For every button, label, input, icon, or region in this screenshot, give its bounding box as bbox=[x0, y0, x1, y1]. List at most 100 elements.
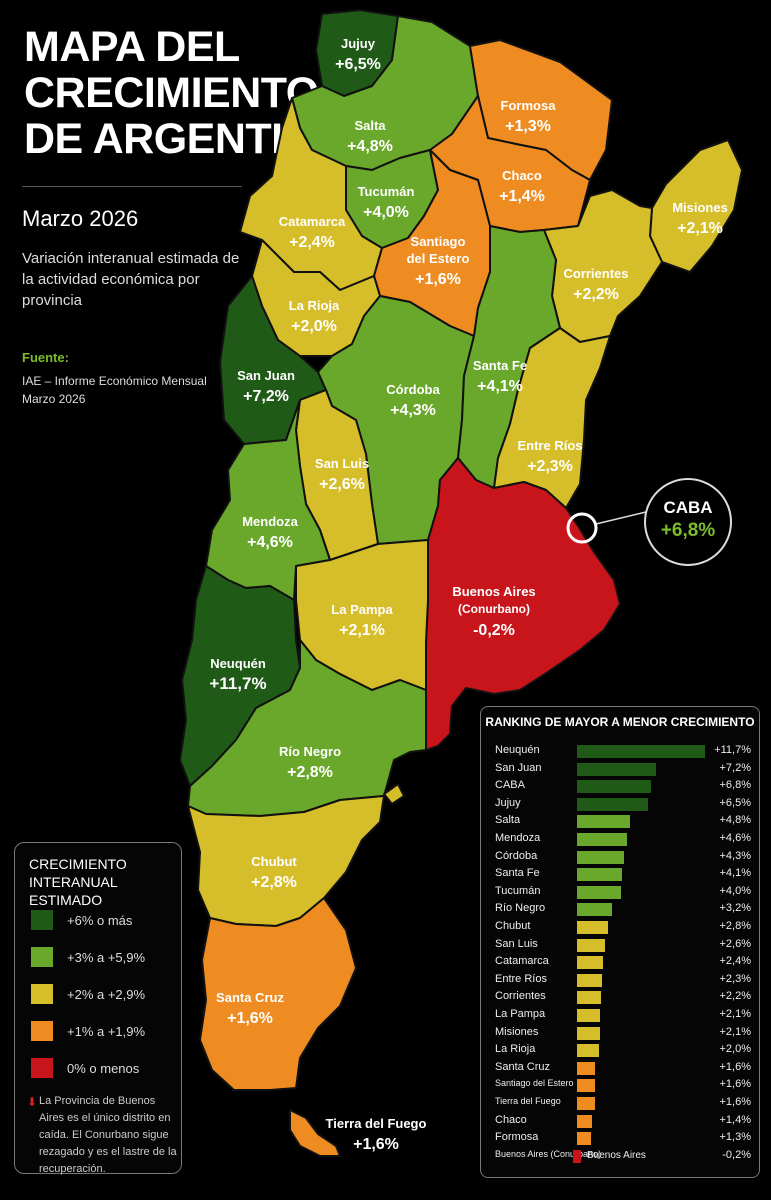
province-value-chaco: +1,4% bbox=[499, 188, 545, 205]
ranking-label: La Rioja bbox=[495, 1043, 536, 1056]
ranking-label: Entre Ríos bbox=[495, 972, 547, 985]
ranking-bar bbox=[577, 850, 625, 864]
ranking-value: +7,2% bbox=[719, 761, 752, 774]
title-line-1: MAPA DEL bbox=[24, 23, 240, 71]
ranking-bar bbox=[577, 1026, 600, 1040]
ranking-bar bbox=[577, 991, 602, 1005]
region-peninsula bbox=[383, 783, 405, 805]
ranking-bar bbox=[577, 745, 705, 758]
ranking-value: +1,6% bbox=[719, 1096, 752, 1108]
ranking-marker-label: Buenos Aires bbox=[587, 1149, 646, 1161]
ranking-value: +6,8% bbox=[719, 779, 752, 792]
ranking-value: -0,2% bbox=[722, 1148, 751, 1161]
ranking-label: Santa Fe bbox=[495, 867, 540, 880]
ranking-value: +4,6% bbox=[719, 832, 752, 844]
province-value-santa-fe: +4,1% bbox=[477, 378, 523, 395]
ranking-bar bbox=[577, 833, 628, 846]
ranking-label: Santa Cruz bbox=[495, 1060, 551, 1073]
ranking-title: RANKING DE MAYOR A MENOR CRECIMIENTO bbox=[485, 715, 755, 729]
province-name-santa-fe: Santa Fe bbox=[473, 358, 527, 373]
province-value-santiago-del-estero: +1,6% bbox=[415, 271, 461, 288]
caba-callout: CABA +6,8% bbox=[644, 478, 732, 566]
legend-swatch-red bbox=[31, 1058, 53, 1078]
ranking-value: +4,3% bbox=[719, 849, 752, 862]
down-arrow-icon: ⬇ bbox=[27, 1095, 38, 1109]
ranking-row: CABA +6,8% bbox=[495, 778, 751, 796]
subtitle: Marzo 2026 bbox=[22, 206, 139, 231]
region-tierradelfuego[interactable] bbox=[289, 1109, 341, 1157]
ranking-bar bbox=[577, 1009, 600, 1022]
ranking-label: Misiones bbox=[495, 1025, 539, 1038]
ranking-row: Salta +4,8% bbox=[495, 813, 751, 831]
source-line-1: IAE – Informe Económico Mensual bbox=[22, 374, 207, 388]
ranking-bar bbox=[577, 938, 606, 952]
legend-swatch-dark-green bbox=[31, 910, 53, 930]
province-name-san-juan: San Juan bbox=[237, 368, 295, 383]
province-name-neuquen: Neuquén bbox=[210, 656, 266, 671]
legend-title-line-1: CRECIMIENTO bbox=[29, 856, 127, 872]
province-value-tucuman: +4,0% bbox=[363, 204, 409, 221]
ranking-value: +2,6% bbox=[719, 937, 752, 950]
province-value-rio-negro: +2,8% bbox=[287, 764, 333, 781]
province-value-chubut: +2,8% bbox=[251, 874, 297, 891]
province-value-entre-rios: +2,3% bbox=[527, 458, 573, 475]
ranking-label: Buenos Aires (Conurbano) bbox=[495, 1148, 602, 1159]
ranking-row: Tucumán +4,0% bbox=[495, 884, 751, 902]
source-text: IAE – Informe Económico Mensual Marzo 20… bbox=[22, 372, 262, 408]
province-name-cordoba: Córdoba bbox=[386, 382, 440, 397]
ranking-value: +1,6% bbox=[719, 1078, 752, 1091]
province-value-salta: +4,8% bbox=[347, 138, 393, 155]
ranking-bar bbox=[577, 956, 604, 970]
ranking-value: +4,1% bbox=[719, 867, 752, 880]
ranking-label: Formosa bbox=[495, 1131, 539, 1144]
ranking-bar bbox=[577, 1044, 599, 1058]
province-name-tucuman: Tucumán bbox=[358, 184, 415, 199]
legend-swatch-yellow bbox=[31, 984, 53, 1004]
ranking-label: Tucumán bbox=[495, 884, 541, 897]
caba-name: CABA bbox=[663, 498, 713, 517]
caba-connector bbox=[595, 511, 647, 525]
ranking-row: La Pampa +2,1% bbox=[495, 1007, 751, 1025]
ranking-value: +2,3% bbox=[719, 972, 752, 985]
province-name-misiones: Misiones bbox=[672, 200, 728, 215]
source-label: Fuente: bbox=[22, 350, 69, 365]
ranking-value: +1,4% bbox=[719, 1113, 752, 1126]
province-name-catamarca: Catamarca bbox=[279, 214, 346, 229]
legend-swatch-orange bbox=[31, 1021, 53, 1041]
source-line-2: Marzo 2026 bbox=[22, 392, 86, 406]
ranking-bar bbox=[577, 921, 608, 934]
legend-label: +2% a +2,9% bbox=[67, 986, 146, 1002]
ranking-bar bbox=[577, 1061, 595, 1075]
legend-label: +6% o más bbox=[67, 912, 133, 928]
province-value-santa-cruz: +1,6% bbox=[227, 1010, 273, 1027]
ranking-label: CABA bbox=[495, 779, 525, 792]
ranking-value: +2,8% bbox=[719, 920, 752, 932]
legend-item: +6% o más bbox=[31, 909, 132, 931]
ranking-bar bbox=[577, 762, 656, 776]
caba-marker[interactable] bbox=[566, 512, 598, 544]
region-santacruz[interactable] bbox=[199, 897, 357, 1091]
region-chubut[interactable] bbox=[187, 795, 385, 927]
ranking-row: Córdoba +4,3% bbox=[495, 849, 751, 867]
ranking-row: Tierra del Fuego +1,6% bbox=[495, 1095, 751, 1113]
legend: CRECIMIENTO INTERANUAL ESTIMADO +6% o má… bbox=[14, 842, 182, 1175]
ranking-value: +2,4% bbox=[719, 955, 752, 968]
legend-title: CRECIMIENTO INTERANUAL ESTIMADO bbox=[29, 855, 181, 909]
ranking-chart: RANKING DE MAYOR A MENOR CRECIMIENTO Neu… bbox=[480, 706, 760, 1178]
ranking-row: Catamarca +2,4% bbox=[495, 954, 751, 972]
province-name-jujuy: Jujuy bbox=[341, 36, 376, 51]
region-buenosaires[interactable] bbox=[425, 457, 621, 751]
province-name-rio-negro: Río Negro bbox=[279, 744, 341, 759]
ranking-label: Santiago del Estero bbox=[495, 1078, 574, 1089]
province-name-salta: Salta bbox=[354, 118, 386, 133]
province-value-misiones: +2,1% bbox=[677, 220, 723, 237]
legend-item: 0% o menos bbox=[31, 1057, 139, 1079]
province-value-corrientes: +2,2% bbox=[573, 286, 619, 303]
ranking-value: +2,1% bbox=[719, 1008, 752, 1020]
ranking-bar bbox=[577, 1079, 595, 1093]
ranking-label: San Luis bbox=[495, 937, 538, 950]
province-value-neuquen: +11,7% bbox=[209, 674, 266, 693]
province-name-tierra-del-fuego: Tierra del Fuego bbox=[326, 1116, 427, 1131]
ranking-label: San Juan bbox=[495, 761, 542, 774]
